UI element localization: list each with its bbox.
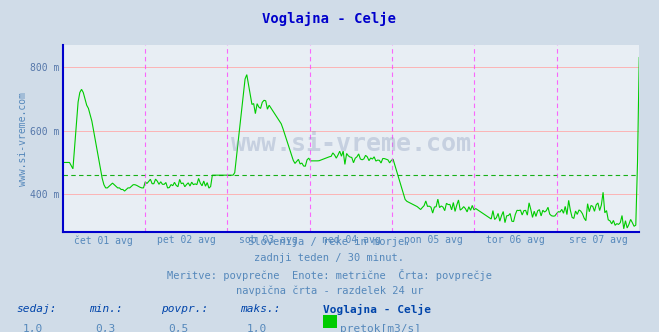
Text: zadnji teden / 30 minut.: zadnji teden / 30 minut. (254, 253, 405, 263)
Text: sedaj:: sedaj: (16, 304, 57, 314)
Text: Slovenija / reke in morje.: Slovenija / reke in morje. (248, 237, 411, 247)
Text: 1,0: 1,0 (247, 324, 268, 332)
Text: 0,3: 0,3 (96, 324, 116, 332)
Text: Voglajna - Celje: Voglajna - Celje (262, 12, 397, 26)
Text: 1,0: 1,0 (23, 324, 43, 332)
Text: povpr.:: povpr.: (161, 304, 209, 314)
Text: Meritve: povprečne  Enote: metrične  Črta: povprečje: Meritve: povprečne Enote: metrične Črta:… (167, 269, 492, 281)
Text: maks.:: maks.: (241, 304, 281, 314)
Text: 0,5: 0,5 (168, 324, 188, 332)
Text: Voglajna - Celje: Voglajna - Celje (323, 304, 431, 315)
Text: navpična črta - razdelek 24 ur: navpična črta - razdelek 24 ur (236, 285, 423, 296)
Text: pretok[m3/s]: pretok[m3/s] (340, 324, 421, 332)
Text: min.:: min.: (89, 304, 123, 314)
Y-axis label: www.si-vreme.com: www.si-vreme.com (18, 92, 28, 186)
Text: www.si-vreme.com: www.si-vreme.com (231, 132, 471, 156)
